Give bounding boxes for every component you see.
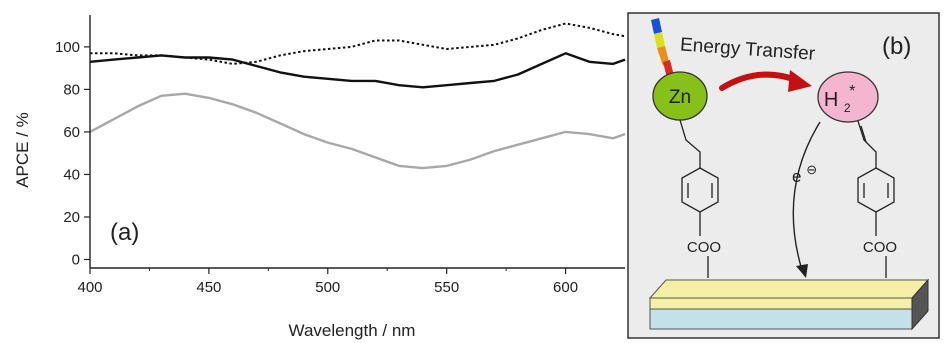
electron-injection-arrow xyxy=(792,121,821,278)
chart-series-group xyxy=(89,22,626,170)
y-tick-label: 100 xyxy=(55,39,80,56)
y-axis-title: APCE / % xyxy=(13,112,32,188)
acceptor-main: H xyxy=(824,89,838,111)
right-linker xyxy=(857,120,895,236)
acceptor-subscript: 2 xyxy=(844,101,851,115)
x-tick-label: 600 xyxy=(553,279,578,296)
y-tick-label: 0 xyxy=(72,251,80,268)
electrode-side-face xyxy=(911,278,929,331)
electrode-front-upper xyxy=(649,297,913,310)
electron-symbol: e xyxy=(792,167,801,186)
series-line-3 xyxy=(89,92,626,170)
x-tick-label: 450 xyxy=(196,279,221,296)
y-tick-label: 40 xyxy=(63,166,80,183)
electrode-front-lower xyxy=(649,308,913,330)
free-base-porphyrin-acceptor xyxy=(817,71,879,123)
x-ticks: 400 450 500 550 600 xyxy=(77,268,578,296)
left-linker xyxy=(679,119,719,236)
y-tick-label: 60 xyxy=(63,124,80,141)
electrode-slab xyxy=(648,278,930,331)
acceptor-superscript: * xyxy=(849,83,855,100)
x-axis-title: Wavelength / nm xyxy=(289,321,416,340)
x-tick-label: 400 xyxy=(77,279,102,296)
acceptor-label: H 2 * xyxy=(824,83,856,117)
donor-label: Zn xyxy=(669,87,691,108)
x-tick-label: 550 xyxy=(434,279,459,296)
panel-b-label: (b) xyxy=(882,33,911,60)
y-ticks: 0 20 40 60 80 100 xyxy=(55,39,90,268)
electron-label: e ⊖ xyxy=(792,162,817,186)
electron-charge: ⊖ xyxy=(806,162,817,177)
y-tick-label: 20 xyxy=(63,209,80,226)
x-tick-label: 500 xyxy=(315,279,340,296)
apce-chart: 0 20 40 60 80 100 400 450 500 550 600 APCE / % Wa… xyxy=(13,15,626,340)
energy-transfer-scheme: Energy Transfer (b) Zn H 2 * COO xyxy=(627,12,940,339)
light-bolt-icon xyxy=(651,18,674,78)
energy-transfer-arrow xyxy=(719,70,812,92)
y-tick-label: 80 xyxy=(63,81,80,98)
electrode-top-face xyxy=(648,279,930,299)
right-anchor-label: COO xyxy=(863,239,897,256)
panel-a-label: (a) xyxy=(110,219,139,246)
left-anchor-label: COO xyxy=(687,239,721,256)
series-line-2 xyxy=(89,52,626,89)
series-line-1 xyxy=(90,22,626,65)
